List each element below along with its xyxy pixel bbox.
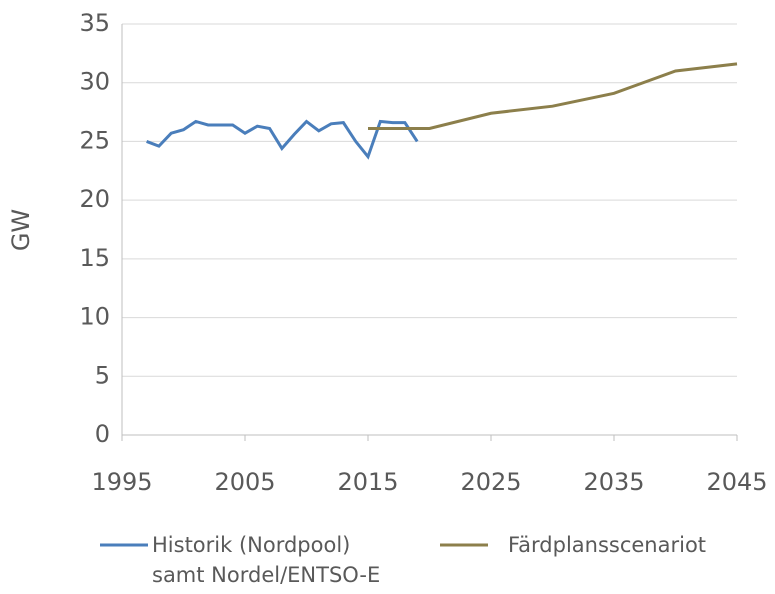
legend-label: Färdplansscenariot xyxy=(508,533,707,557)
y-tick-label: 0 xyxy=(95,420,110,448)
series-line xyxy=(146,119,419,160)
x-tick-label: 2025 xyxy=(460,468,521,496)
y-axis-label: GW xyxy=(7,209,35,251)
x-tick-label: 1995 xyxy=(91,468,152,496)
legend: Färdplansscenariot xyxy=(440,530,706,560)
legend-label: Historik (Nordpool) samt Nordel/ENTSO-E xyxy=(152,533,381,587)
legend: Historik (Nordpool) samt Nordel/ENTSO-E xyxy=(100,530,402,590)
x-tick-label: 2045 xyxy=(706,468,767,496)
x-tick-label: 2035 xyxy=(583,468,644,496)
y-tick-label: 30 xyxy=(79,68,110,96)
series-line xyxy=(368,62,738,131)
y-tick-label: 15 xyxy=(79,244,110,272)
y-tick-label: 10 xyxy=(79,303,110,331)
legend-swatch xyxy=(100,543,148,547)
legend-swatch xyxy=(440,543,488,547)
x-tick-label: 2015 xyxy=(337,468,398,496)
y-tick-label: 20 xyxy=(79,185,110,213)
y-tick-label: 5 xyxy=(95,361,110,389)
y-tick-label: 25 xyxy=(79,126,110,154)
y-tick-label: 35 xyxy=(79,9,110,37)
x-tick-label: 2005 xyxy=(214,468,275,496)
